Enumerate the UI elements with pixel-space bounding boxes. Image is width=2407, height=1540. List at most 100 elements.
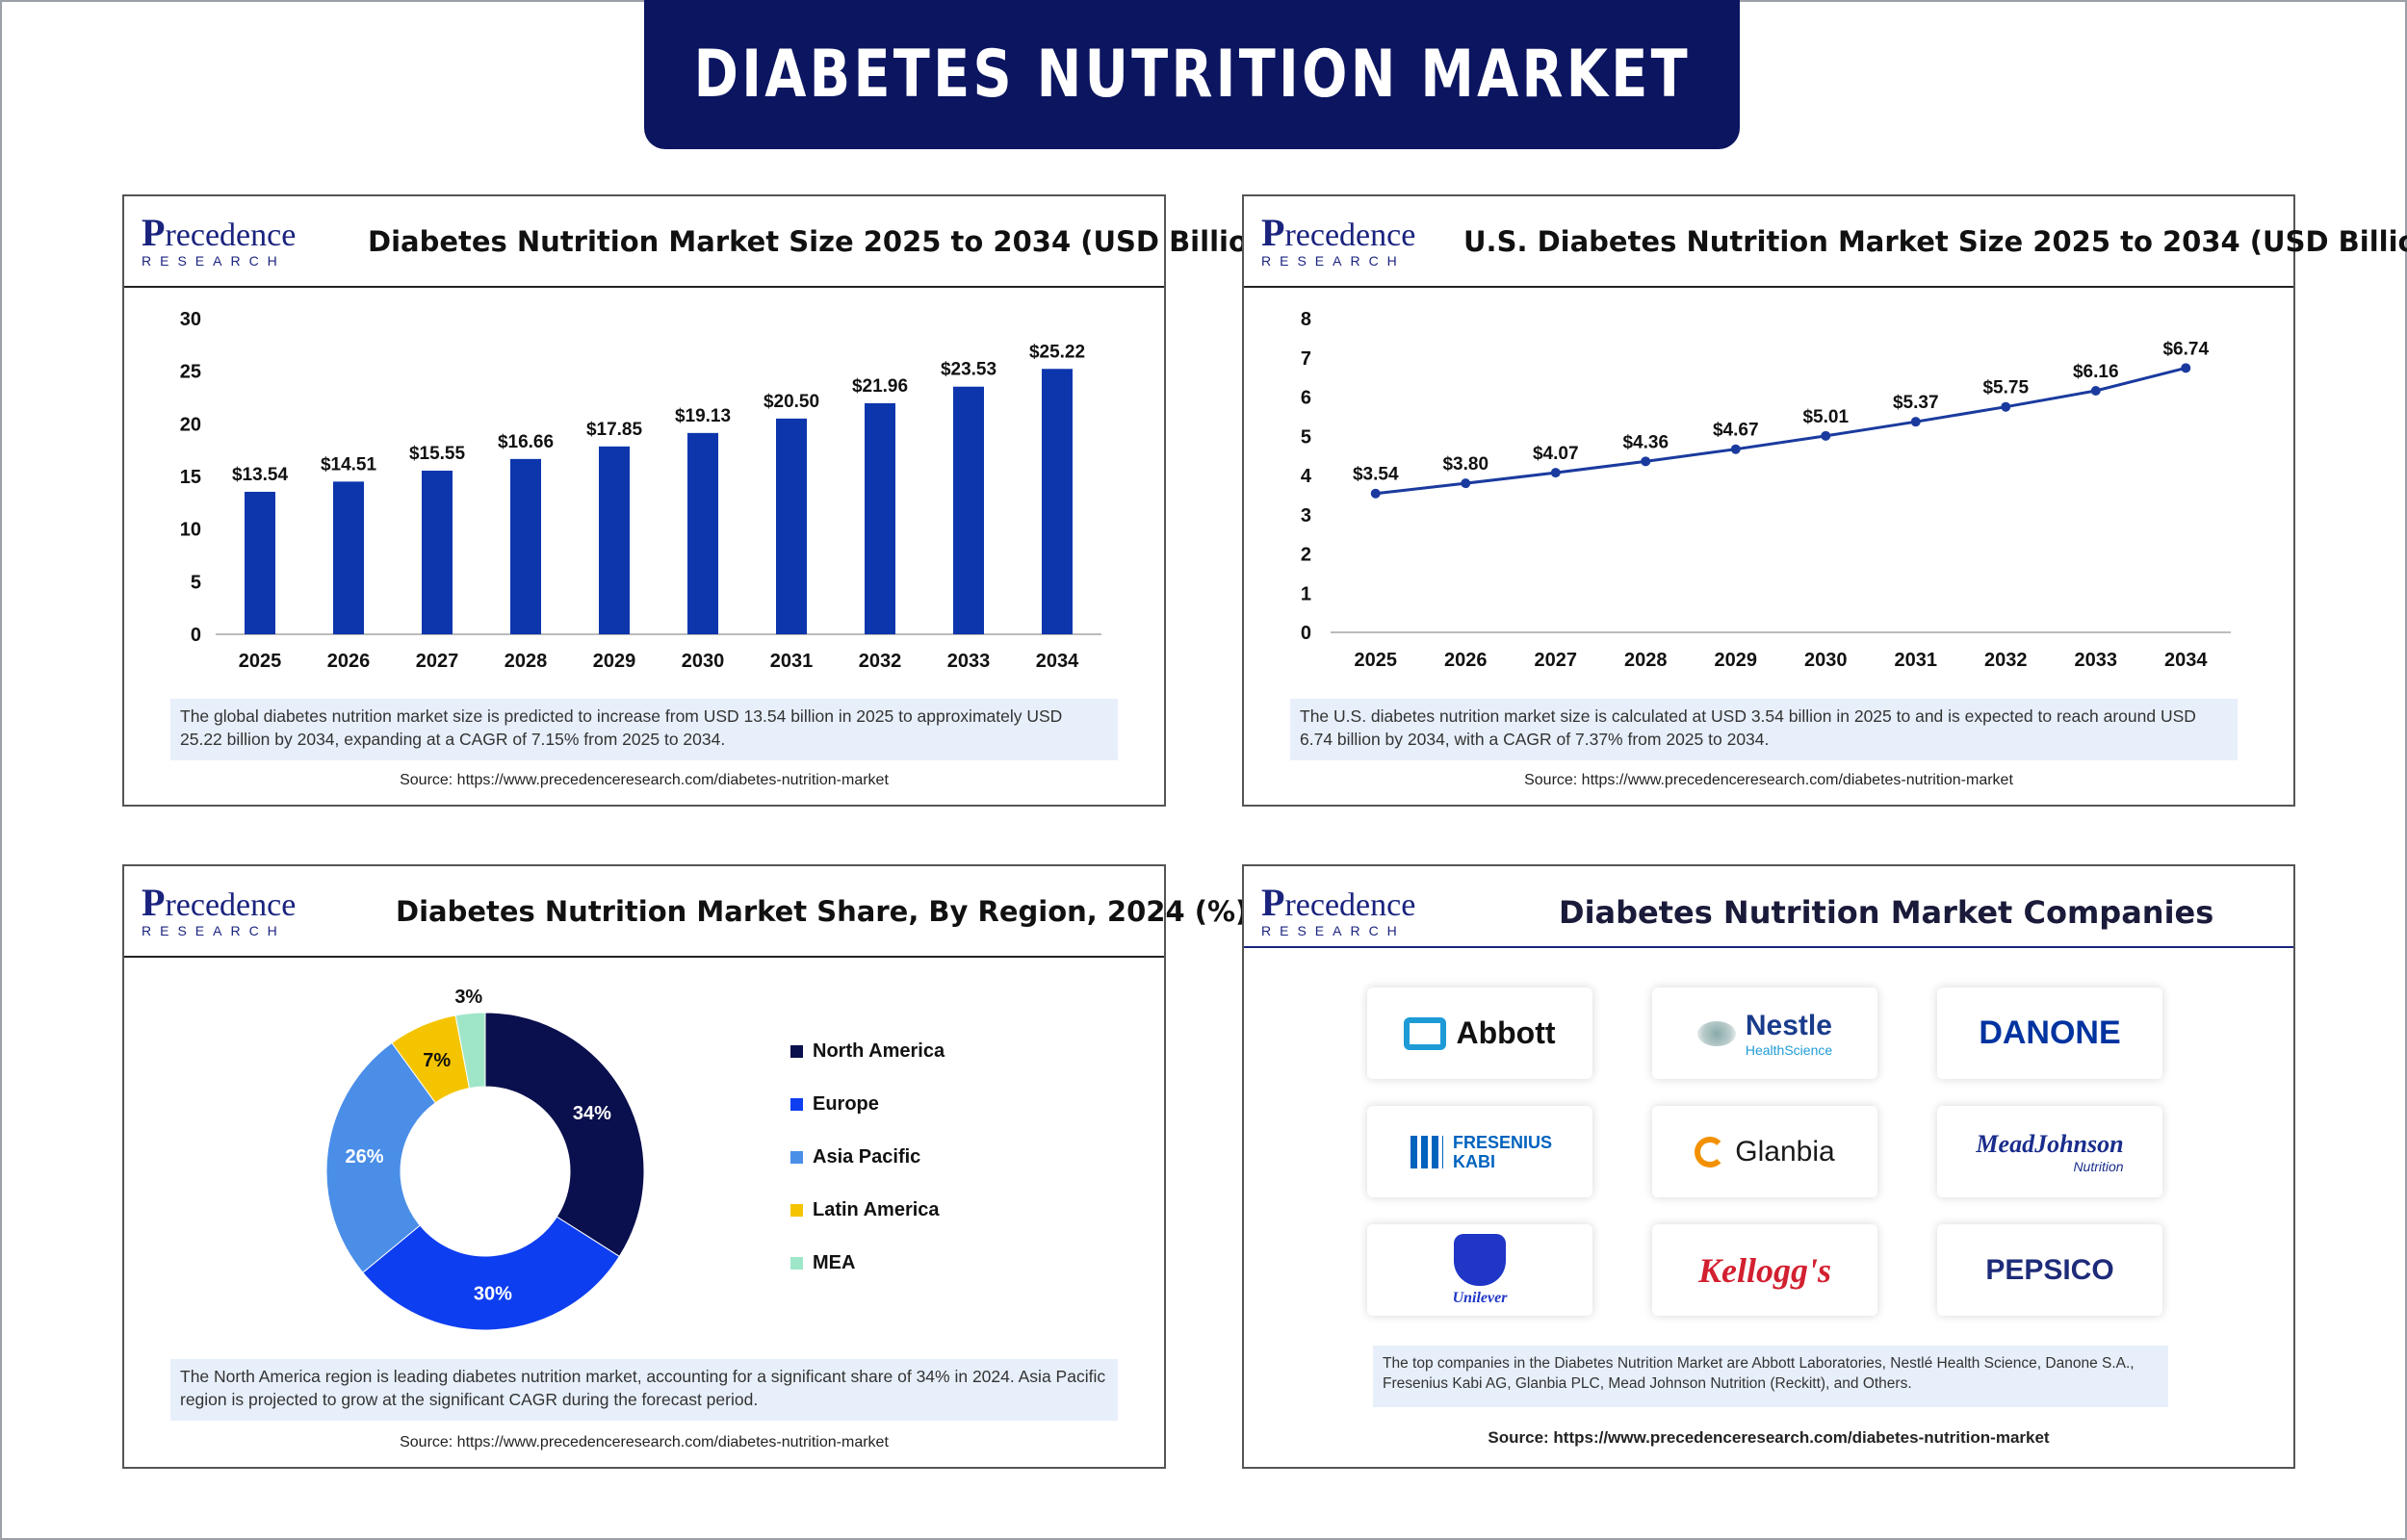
company-name: Kellogg's [1697, 1250, 1831, 1290]
slice-label: 30% [474, 1283, 512, 1304]
data-label: $4.36 [1622, 432, 1669, 452]
company-name: FRESENIUS KABI [1453, 1132, 1553, 1171]
panel-title: Diabetes Nutrition Market Size 2025 to 2… [368, 224, 1281, 258]
company-logo-card: Unilever [1367, 1224, 1592, 1316]
bar-chart: 051015202530$13.542025$14.512026$15.5520… [180, 309, 1101, 672]
logo-wordmark: Precedence [142, 881, 297, 924]
bar [333, 481, 364, 634]
donut-chart: 34% 30% 26% 7% 3% [325, 987, 645, 1331]
data-point [2090, 385, 2101, 396]
region-share-panel: Precedence RESEARCH Diabetes Nutrition M… [122, 864, 1248, 1469]
legend-item: Europe [790, 1078, 945, 1131]
company-subtitle: Nutrition [2073, 1158, 2124, 1174]
nestle-icon [1696, 1020, 1736, 1046]
company-logo-card: Glanbia [1652, 1106, 1877, 1197]
data-label: $19.13 [675, 406, 731, 426]
company-logo-card: PEPSICO [1937, 1224, 2162, 1316]
panel-header: Precedence RESEARCH Diabetes Nutrition M… [1244, 866, 2293, 948]
fresenius-icon [1411, 1135, 1443, 1168]
legend-label: Europe [813, 1093, 879, 1115]
data-label: $16.66 [498, 432, 554, 452]
legend-item: Latin America [790, 1184, 945, 1237]
panel-title: U.S. Diabetes Nutrition Market Size 2025… [1463, 224, 2407, 258]
company-subtitle: HealthScience [1745, 1041, 1833, 1058]
slice-label: 34% [573, 1103, 611, 1124]
data-label: $17.85 [586, 420, 643, 440]
data-point [1370, 488, 1381, 499]
source-link[interactable]: Source: https://www.precedenceresearch.c… [1488, 1428, 2050, 1447]
x-tick-label: 2030 [1804, 650, 1848, 671]
data-label: $15.55 [409, 444, 466, 464]
y-tick-label: 5 [191, 572, 201, 593]
data-label: $4.07 [1533, 444, 1579, 464]
data-label: $23.53 [941, 360, 996, 380]
bar [953, 386, 984, 634]
global-market-panel: Precedence RESEARCH Diabetes Nutrition M… [122, 194, 1281, 807]
data-label: $13.54 [232, 465, 289, 485]
y-tick-label: 3 [1301, 505, 1311, 526]
data-label: $3.80 [1442, 454, 1488, 475]
legend-swatch [790, 1151, 803, 1164]
precedence-logo: Precedence RESEARCH [142, 214, 296, 270]
company-logo-grid: Abbott Nestle HealthScience DANONE FRESENIUS… [1367, 988, 2176, 1316]
x-tick-label: 2033 [947, 651, 991, 672]
x-tick-label: 2030 [682, 651, 725, 672]
company-logo-card: MeadJohnson Nutrition [1937, 1106, 2162, 1197]
data-label: $3.54 [1353, 465, 1399, 485]
panel-header: Precedence RESEARCH Diabetes Nutrition M… [124, 196, 1281, 288]
data-label: $5.75 [1982, 378, 2029, 398]
company-logo-card: Kellogg's [1652, 1224, 1877, 1316]
precedence-logo: Precedence RESEARCH [1261, 881, 1416, 939]
y-tick-label: 1 [1301, 583, 1311, 604]
glanbia-icon [1695, 1136, 1726, 1168]
data-point [1461, 478, 1471, 489]
slice-label: 7% [423, 1050, 451, 1071]
x-tick-label: 2031 [770, 651, 814, 672]
data-label: $6.16 [2073, 362, 2119, 382]
title-banner: DIABETES NUTRITION MARKET [644, 0, 1740, 149]
y-tick-label: 10 [180, 520, 201, 541]
page-title: DIABETES NUTRITION MARKET [693, 37, 1691, 113]
bar [599, 446, 630, 634]
source-link[interactable]: Source: https://www.precedenceresearch.c… [400, 772, 889, 788]
logo-wordmark: Precedence [1261, 881, 1416, 924]
companies-panel: Precedence RESEARCH Diabetes Nutrition M… [1242, 864, 2295, 1469]
logo-wordmark: Precedence [1261, 211, 1416, 254]
panel-title: Diabetes Nutrition Market Share, By Regi… [396, 894, 1249, 928]
y-tick-label: 30 [180, 309, 201, 330]
chart-description: The U.S. diabetes nutrition market size … [1290, 699, 2238, 760]
logo-subtitle: RESEARCH [1261, 253, 1406, 269]
bar [1042, 369, 1073, 634]
y-tick-label: 0 [191, 625, 201, 646]
legend-label: North America [813, 1040, 945, 1062]
company-name: Abbott [1456, 1015, 1556, 1050]
abbott-icon [1404, 1016, 1447, 1050]
legend-label: Latin America [813, 1199, 940, 1220]
source-link[interactable]: Source: https://www.precedenceresearch.c… [400, 1434, 889, 1450]
data-label: $25.22 [1029, 342, 1085, 362]
x-tick-label: 2032 [1984, 650, 2028, 671]
data-label: $5.01 [1802, 407, 1849, 427]
y-tick-label: 4 [1301, 466, 1312, 487]
y-tick-label: 25 [180, 362, 201, 383]
data-point [1550, 468, 1561, 478]
slice-label: 26% [345, 1146, 383, 1168]
y-tick-label: 20 [180, 414, 201, 435]
us-market-panel: Precedence RESEARCH U.S. Diabetes Nutrit… [1242, 194, 2407, 807]
donut-slice [362, 1216, 621, 1331]
bar [245, 491, 275, 634]
data-point [1641, 456, 1651, 467]
x-tick-label: 2029 [1715, 650, 1758, 671]
donut-slice [325, 1041, 436, 1273]
data-label: $4.67 [1713, 421, 1759, 441]
legend-item: North America [790, 1025, 945, 1078]
source-link[interactable]: Source: https://www.precedenceresearch.c… [1524, 772, 2013, 788]
line-chart: 0 1 2 3 4 5 6 7 8 $3.54 2025 $3.80 2026 $4.07 2027 $4.3… [1301, 309, 2231, 671]
y-tick-label: 2 [1301, 545, 1311, 566]
x-tick-label: 2025 [239, 651, 282, 672]
company-logo-card: DANONE [1937, 988, 2162, 1079]
data-label: $6.74 [2162, 339, 2209, 359]
company-name: Nestle [1745, 1009, 1832, 1041]
x-tick-label: 2028 [1624, 650, 1668, 671]
company-logo-card: FRESENIUS KABI [1367, 1106, 1592, 1197]
